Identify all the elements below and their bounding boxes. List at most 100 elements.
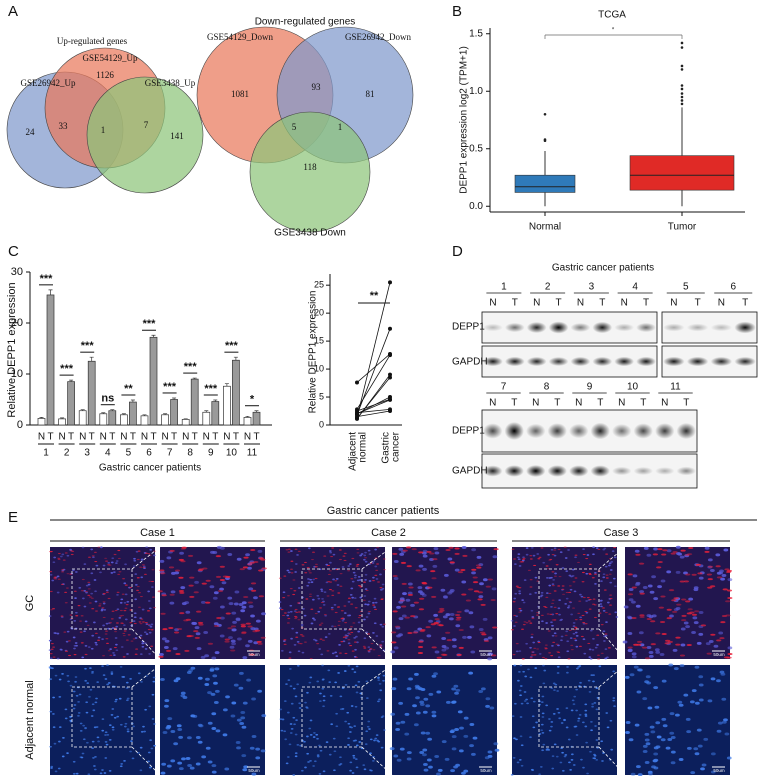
nucleus — [160, 771, 166, 775]
nucleus — [433, 613, 439, 617]
nucleus — [260, 749, 266, 753]
nucleus — [116, 593, 119, 596]
nucleus — [316, 737, 319, 740]
nucleus — [317, 597, 321, 600]
nucleus — [101, 665, 104, 667]
nucleus — [53, 632, 57, 634]
nucleus — [363, 768, 367, 771]
nucleus — [550, 721, 554, 723]
stain — [249, 653, 255, 656]
nucleus — [358, 579, 362, 581]
nucleus — [570, 753, 574, 756]
nucleus — [398, 547, 404, 551]
group-label: N — [100, 432, 107, 443]
stain — [197, 621, 204, 624]
nucleus — [691, 689, 697, 693]
nucleus — [312, 578, 316, 581]
stain — [588, 572, 592, 575]
nucleus — [645, 742, 651, 746]
nucleus — [335, 655, 339, 658]
nucleus — [591, 703, 595, 705]
nucleus — [410, 603, 415, 607]
nucleus — [570, 709, 574, 712]
stain — [254, 629, 261, 632]
nucleus — [428, 692, 434, 696]
stain — [175, 653, 181, 656]
nucleus — [233, 683, 239, 687]
stain — [57, 557, 61, 559]
nucleus — [379, 689, 383, 692]
nucleus — [322, 705, 325, 708]
nucleus — [415, 696, 420, 700]
error-bar — [151, 334, 156, 338]
nucleus — [513, 597, 517, 600]
nucleus — [609, 581, 613, 584]
line — [131, 664, 161, 688]
stain — [117, 573, 121, 575]
nucleus — [354, 635, 358, 638]
nucleus — [393, 646, 399, 650]
nucleus — [325, 741, 329, 744]
nucleus — [92, 556, 95, 559]
nucleus — [115, 625, 119, 628]
nucleus — [309, 676, 313, 679]
nucleus — [485, 704, 490, 708]
nucleus — [114, 562, 118, 565]
stain — [357, 585, 361, 587]
nucleus — [415, 711, 421, 715]
stain — [342, 555, 346, 557]
nucleus — [79, 722, 83, 725]
stain — [80, 642, 84, 644]
nucleus — [613, 556, 617, 559]
stain — [675, 636, 681, 639]
nucleus — [282, 640, 286, 643]
stain — [124, 584, 128, 586]
nucleus — [551, 634, 555, 637]
error-bar — [69, 379, 74, 382]
stain — [111, 610, 115, 612]
patient-label: 10 — [627, 382, 639, 393]
stain — [181, 546, 187, 549]
nucleus — [101, 638, 104, 641]
nucleus — [694, 665, 700, 669]
stain — [392, 574, 398, 577]
nucleus — [91, 634, 95, 637]
nucleus — [295, 631, 299, 634]
nucleus — [94, 590, 97, 593]
nucleus — [694, 752, 700, 756]
nucleus — [611, 550, 615, 553]
stain — [635, 553, 641, 556]
stain — [380, 598, 384, 600]
lane-label: N — [621, 298, 628, 309]
nucleus — [558, 717, 562, 720]
nucleus — [402, 592, 407, 596]
nucleus — [110, 572, 114, 574]
row-label: GC — [24, 595, 36, 612]
stain — [445, 631, 451, 634]
nucleus — [721, 574, 727, 578]
stain — [198, 568, 204, 571]
lane-label: N — [670, 298, 677, 309]
band — [547, 423, 567, 439]
nucleus — [395, 727, 401, 731]
nucleus — [696, 728, 702, 732]
patient-label: 3 — [589, 282, 595, 293]
nucleus — [148, 653, 152, 655]
stain — [548, 592, 552, 595]
nucleus — [371, 562, 375, 564]
stain — [120, 622, 124, 624]
band — [504, 422, 524, 440]
stain — [176, 628, 183, 631]
stain — [573, 638, 577, 640]
stain — [129, 622, 133, 624]
stain — [544, 644, 548, 646]
nucleus — [596, 643, 599, 646]
nucleus — [153, 723, 156, 725]
band — [636, 322, 656, 333]
nucleus — [592, 546, 595, 549]
nucleus — [124, 722, 128, 725]
nucleus — [548, 729, 552, 732]
stain — [707, 565, 714, 568]
nucleus — [592, 674, 596, 677]
nucleus — [83, 630, 86, 633]
